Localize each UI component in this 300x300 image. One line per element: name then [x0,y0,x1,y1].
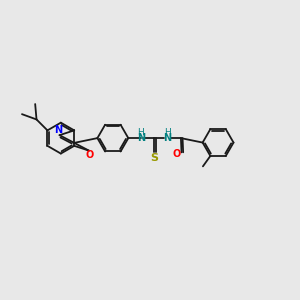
Text: O: O [85,150,94,161]
Text: H: H [137,128,144,137]
Text: N: N [137,133,145,143]
Text: S: S [150,153,158,163]
Text: N: N [164,133,172,143]
Text: N: N [54,125,62,135]
Text: H: H [164,128,171,137]
Text: O: O [172,149,180,159]
